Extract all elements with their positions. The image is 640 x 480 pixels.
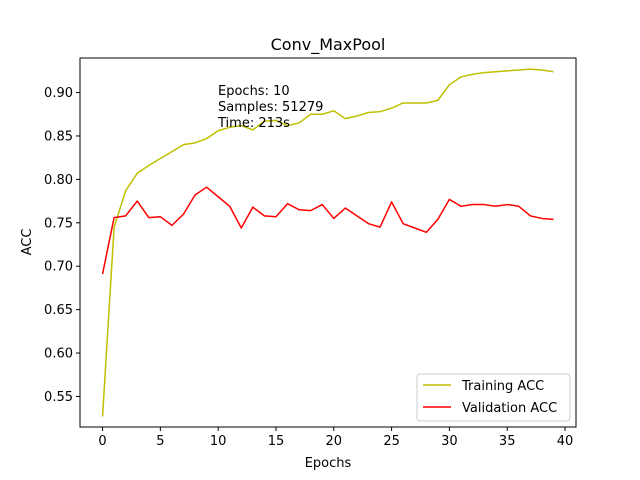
axis-ticks: 0 5 10 15 20 25 30 35 40 0.55 0.60 0.65 0.70 0.75 0.80… [44, 86, 573, 449]
legend: Training ACC Validation ACC [416, 373, 571, 422]
annotation: Epochs: 10 Samples: 51279 Time: 213s [217, 84, 323, 131]
y-tick-label-0: 0.55 [44, 390, 73, 405]
x-axis-label: Epochs [305, 456, 352, 471]
x-tick-label-7: 35 [499, 434, 516, 449]
y-tick-label-4: 0.75 [44, 216, 73, 231]
x-tick-label-5: 25 [383, 434, 400, 449]
x-tick-label-6: 30 [441, 434, 458, 449]
y-tick-label-1: 0.60 [44, 347, 73, 362]
y-tick-label-3: 0.70 [44, 260, 73, 275]
series-line-validation [101, 186, 554, 275]
y-tick-label-2: 0.65 [44, 303, 73, 318]
x-tick-label-1: 5 [156, 434, 164, 449]
chart-title: Conv_MaxPool [271, 35, 386, 55]
annotation-line-1: Epochs: 10 [218, 84, 290, 99]
plot-frame [79, 57, 577, 428]
legend-box [416, 373, 571, 422]
series-line-training [101, 68, 554, 417]
annotation-line-3: Time: 213s [217, 116, 290, 131]
legend-label-training: Training ACC [461, 379, 544, 394]
x-tick-label-2: 10 [210, 434, 227, 449]
x-tick-label-8: 40 [557, 434, 574, 449]
x-tick-label-0: 0 [98, 434, 106, 449]
y-tick-label-5: 0.80 [44, 173, 73, 188]
legend-label-validation: Validation ACC [462, 401, 557, 416]
x-tick-label-4: 20 [326, 434, 343, 449]
y-tick-label-7: 0.90 [44, 86, 73, 101]
annotation-line-2: Samples: 51279 [218, 100, 323, 115]
x-tick-label-3: 15 [268, 434, 285, 449]
y-axis-label: ACC [20, 229, 35, 256]
plot-marks [101, 68, 554, 417]
y-tick-label-6: 0.85 [44, 129, 73, 144]
